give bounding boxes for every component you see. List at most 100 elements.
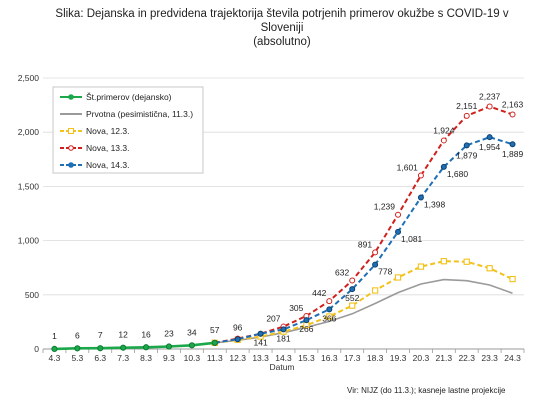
data-point: [417, 172, 424, 179]
source-note: Vir: NIJZ (do 11.3.); kasneje lastne pro…: [347, 386, 506, 395]
legend: Št.primerov (dejansko) Prvotna (pesimisti…: [52, 86, 204, 174]
data-point: [440, 163, 447, 170]
x-tick-label: 6.3: [94, 353, 106, 363]
data-point: [97, 345, 104, 352]
data-label: 2,237: [479, 92, 501, 102]
data-label: 34: [187, 327, 197, 337]
data-label: 181: [276, 333, 290, 343]
x-tick-label: 15.3: [298, 353, 315, 363]
data-point: [463, 258, 470, 265]
data-label: 442: [312, 288, 326, 298]
y-tick-label: 500: [25, 290, 39, 300]
data-label: 2,163: [502, 100, 524, 110]
data-label: 12: [118, 330, 128, 340]
legend-marker: [68, 145, 74, 151]
data-point: [509, 275, 516, 283]
legend-marker: [68, 128, 74, 134]
data-label: 1,081: [401, 234, 423, 244]
data-point: [234, 336, 241, 343]
data-point: [394, 274, 402, 281]
x-axis-label: Datum: [269, 362, 294, 372]
x-tick-label: 16.3: [321, 353, 338, 363]
x-tick-label: 4.3: [49, 353, 61, 363]
data-label: 7: [98, 330, 103, 340]
x-tick-label: 5.3: [71, 353, 83, 363]
series-line-0: [54, 341, 215, 351]
data-label: 552: [345, 293, 359, 303]
x-tick-label: 17.3: [344, 353, 361, 363]
x-tick-label: 24.3: [504, 353, 521, 363]
data-point: [371, 287, 379, 294]
title-line-0: Slika: Dejanska in predvidena trajektori…: [55, 8, 508, 20]
legend-marker: [68, 94, 74, 100]
data-point: [120, 344, 127, 351]
data-point: [326, 298, 333, 305]
title-line-2: (absolutno): [253, 36, 311, 48]
data-point: [509, 141, 516, 148]
data-label: 1,398: [424, 199, 446, 209]
data-point: [142, 344, 150, 351]
data-label: 366: [322, 313, 336, 323]
data-label: 6: [75, 330, 80, 340]
legend-entry: Št.primerov (dejansko): [86, 92, 172, 102]
data-label: 96: [233, 323, 243, 333]
data-point: [417, 263, 425, 270]
series-line-3: [214, 105, 513, 344]
data-point: [395, 211, 402, 218]
data-label: 2,151: [456, 101, 478, 111]
legend-entry: Nova, 12.3.: [86, 126, 129, 136]
data-point: [51, 345, 58, 352]
x-tick-label: 9.3: [163, 353, 175, 363]
data-point: [349, 277, 356, 284]
y-tick-label: 1,000: [18, 236, 40, 246]
data-point: [188, 342, 195, 349]
y-tick-label: 2,500: [18, 73, 40, 83]
legend-entry: Nova, 13.3.: [86, 143, 129, 153]
data-label: 1,954: [479, 142, 501, 152]
data-point: [463, 142, 470, 149]
data-point: [326, 306, 333, 313]
data-point: [463, 112, 470, 119]
data-label: 266: [299, 324, 313, 334]
data-point: [303, 317, 310, 324]
data-point: [440, 258, 447, 265]
data-point: [326, 313, 333, 320]
data-label: 305: [289, 303, 303, 313]
x-tick-label: 14.3: [275, 353, 292, 363]
x-tick-label: 21.3: [436, 353, 453, 363]
x-tick-label: 10.3: [184, 353, 201, 363]
x-tick-label: 23.3: [481, 353, 498, 363]
data-point: [509, 111, 516, 118]
data-point: [417, 194, 424, 201]
legend-marker: [68, 162, 74, 168]
x-tick-label: 12.3: [229, 353, 246, 363]
data-label: 891: [358, 239, 372, 249]
x-tick-label: 19.3: [390, 353, 407, 363]
y-tick-label: 1,500: [18, 181, 40, 191]
y-tick-label: 2,000: [18, 127, 40, 137]
data-label: 207: [266, 314, 280, 324]
data-point: [440, 137, 447, 144]
data-point: [486, 265, 493, 272]
series-layer: [51, 103, 516, 352]
legend-entry: Nova, 14.3.: [86, 160, 129, 170]
data-label: 1,680: [447, 169, 469, 179]
data-label: 778: [378, 267, 392, 277]
data-label: 1,879: [456, 150, 478, 160]
x-tick-label: 7.3: [117, 353, 129, 363]
axes: 0 500 1,000 1,500 2,000 2,500 4.3 5.3 6.3 7.3 8.3 9…: [18, 73, 525, 363]
data-point: [257, 330, 264, 337]
title-line-1: Sloveniji: [261, 22, 304, 34]
x-tick-label: 8.3: [140, 353, 152, 363]
data-label: 1,889: [502, 149, 524, 159]
x-tick-label: 11.3: [207, 353, 223, 363]
data-point: [372, 249, 379, 256]
data-label: 632: [335, 267, 349, 277]
x-tick-label: 20.3: [413, 353, 430, 363]
data-point: [372, 261, 379, 268]
data-label: 141: [254, 338, 268, 348]
data-point: [486, 103, 493, 110]
data-point: [74, 345, 81, 352]
data-label: 1: [52, 331, 57, 341]
